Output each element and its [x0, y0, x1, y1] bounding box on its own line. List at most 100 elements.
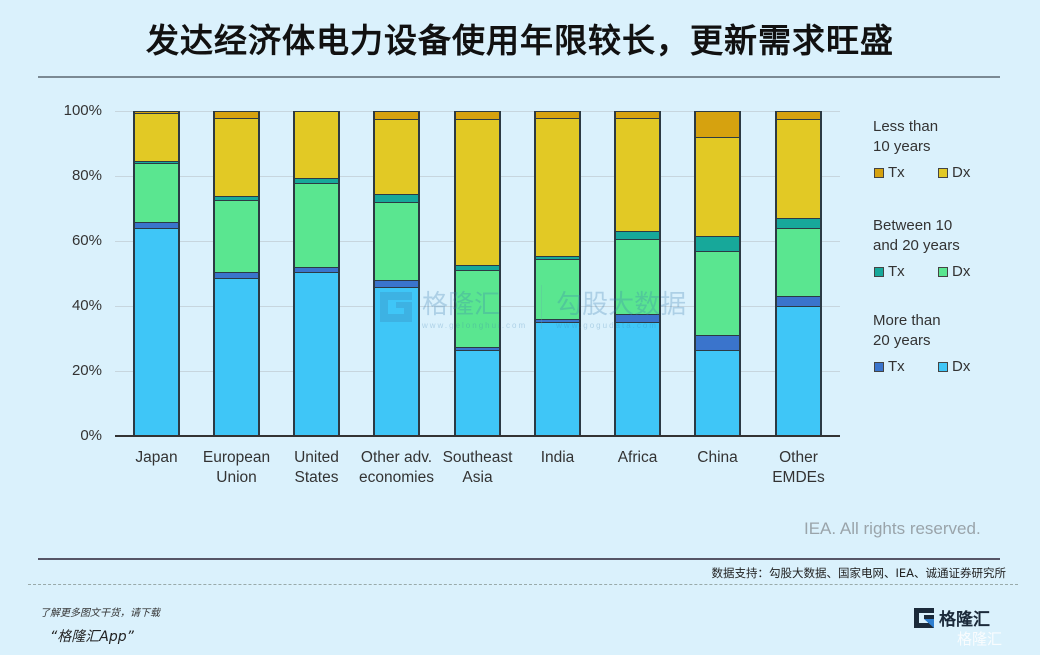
legend-heading-line: and 20 years [873, 237, 960, 254]
bar-other-emdes [775, 111, 822, 436]
y-tick-label: 0% [80, 427, 102, 444]
bar-segment [454, 346, 501, 350]
bar-segment [454, 349, 501, 436]
bar-segment [454, 270, 501, 347]
bar-segment [614, 322, 661, 436]
x-tick-label-line: Japan [135, 449, 178, 466]
legend-heading: Between 10 and 20 years [873, 216, 960, 256]
bar-segment [534, 319, 581, 323]
page-title: 发达经济体电力设备使用年限较长，更新需求旺盛 [146, 21, 894, 60]
legend-heading-line: More than [873, 312, 941, 329]
bar-segment [614, 117, 661, 232]
bar-segment [534, 117, 581, 256]
copyright-credit: IEA. All rights reserved. [804, 519, 981, 538]
x-tick-label-line: economies [359, 469, 434, 486]
x-tick-label: Africa [590, 448, 686, 468]
bar-segment [694, 250, 741, 336]
x-tick-label-line: United [294, 449, 339, 466]
bar-segment [534, 255, 581, 259]
gelonghui-logo-icon [914, 607, 934, 628]
logo-ghost-text: 格隆汇 [957, 630, 1003, 648]
legend-item-label: Tx [888, 263, 905, 280]
bar-segment [133, 228, 180, 436]
bar-segment [373, 280, 420, 287]
bar-segment [534, 258, 581, 319]
bar-segment [373, 111, 420, 120]
legend-heading-line: Less than [873, 118, 939, 135]
bar-japan [133, 111, 180, 436]
bar-segment [694, 236, 741, 251]
title-divider [38, 76, 1000, 78]
x-tick-label-line: Asia [462, 469, 493, 486]
brand-logo: 格隆汇 [913, 605, 990, 630]
bar-segment [373, 286, 420, 436]
bar-other-adv-economies [373, 111, 420, 436]
legend-swatch-icon [874, 266, 884, 277]
bar-segment [213, 195, 260, 201]
bar-segment [534, 111, 581, 118]
legend-item-label: Dx [952, 164, 971, 181]
x-tick-label-line: States [294, 469, 339, 486]
bar-segment [775, 228, 822, 297]
bar-united-states [293, 111, 340, 436]
bar-segment [775, 218, 822, 228]
x-tick-label-line: Union [216, 469, 257, 486]
x-tick-label: India [510, 448, 606, 468]
legend-heading-line: 10 years [873, 138, 931, 155]
bar-segment [133, 161, 180, 163]
bar-segment [454, 265, 501, 271]
bar-segment [213, 200, 260, 272]
data-source: 数据支持：勾股大数据、国家电网、IEA、诚通证券研究所 [711, 566, 1006, 580]
legend-item-tx[interactable]: Tx [874, 164, 905, 181]
bar-segment [133, 163, 180, 222]
bar-segment [614, 231, 661, 240]
x-tick-label-line: EMDEs [772, 469, 825, 486]
bar-segment [614, 314, 661, 323]
bar-segment [775, 119, 822, 219]
legend-item-tx[interactable]: Tx [874, 263, 905, 280]
x-tick-label: United States [269, 448, 365, 488]
promo-app-name: “格隆汇App” [50, 629, 134, 645]
bar-segment [213, 271, 260, 279]
bar-segment [373, 119, 420, 194]
bar-segment [614, 239, 661, 315]
legend-item-label: Tx [888, 164, 905, 181]
legend-item-tx[interactable]: Tx [874, 358, 905, 375]
x-axis-line [115, 435, 840, 437]
x-tick-label: China [670, 448, 766, 468]
legend-item-dx[interactable]: Dx [938, 164, 970, 181]
x-tick-label-line: Other [779, 449, 818, 466]
bar-segment [534, 322, 581, 436]
bar-segment [133, 221, 180, 228]
legend-heading-line: Between 10 [873, 217, 953, 234]
legend-swatch-icon [938, 266, 948, 277]
dotted-divider [28, 584, 1018, 585]
bar-southeast-asia [454, 111, 501, 436]
bar-segment [293, 182, 340, 267]
bar-segment [213, 278, 260, 436]
footer-divider [38, 558, 1000, 560]
bar-china [694, 111, 741, 436]
bar-segment [293, 111, 340, 178]
legend-heading-line: 20 years [873, 332, 931, 349]
x-tick-label-line: Africa [617, 449, 658, 466]
y-tick-label: 20% [71, 362, 102, 379]
bar-segment [133, 112, 180, 162]
x-tick-label: Other adv. economies [349, 448, 445, 488]
legend-heading: Less than 10 years [873, 117, 938, 157]
bar-segment [454, 111, 501, 120]
x-tick-label-line: Other adv. [360, 449, 433, 466]
bar-segment [694, 111, 741, 137]
bar-segment [775, 306, 822, 436]
x-tick-label: European Union [189, 448, 285, 488]
bar-africa [614, 111, 661, 436]
legend-item-dx[interactable]: Dx [938, 358, 970, 375]
logo-text: 格隆汇 [939, 610, 990, 630]
y-tick-label: 60% [71, 232, 102, 249]
bar-segment [614, 111, 661, 118]
legend-item-dx[interactable]: Dx [938, 263, 970, 280]
bar-india [534, 111, 581, 436]
bar-segment [775, 111, 822, 120]
legend-swatch-icon [938, 361, 948, 372]
